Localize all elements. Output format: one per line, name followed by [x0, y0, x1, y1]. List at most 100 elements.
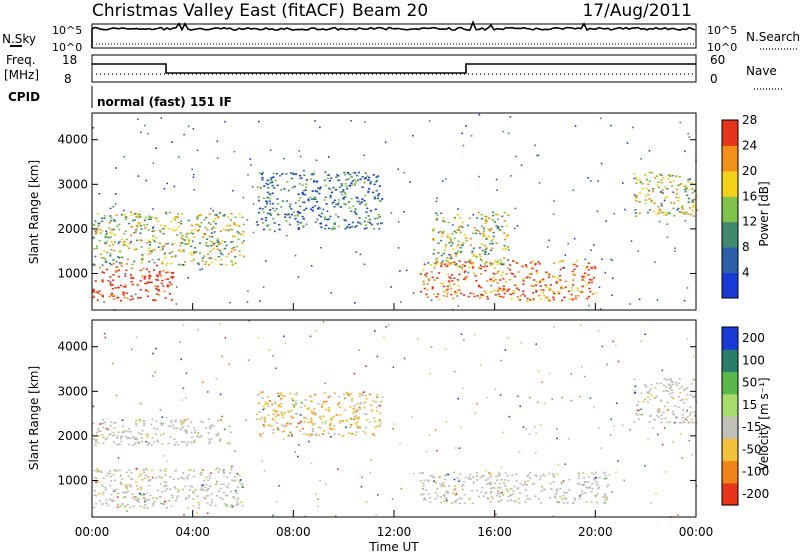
- power-speckle: [272, 218, 275, 220]
- power-cell: [194, 228, 197, 231]
- power-cell: [510, 298, 513, 300]
- power-cell: [503, 257, 506, 259]
- x-tick-label: 20:00: [578, 525, 613, 539]
- power-cell: [499, 287, 502, 290]
- velocity-cell: [273, 419, 276, 422]
- power-cell: [426, 296, 429, 298]
- power-cell: [585, 267, 588, 269]
- velocity-cell: [463, 493, 466, 496]
- velocity-cell: [129, 486, 132, 488]
- velocity-cell: [159, 434, 162, 436]
- velocity-cell: [510, 487, 513, 490]
- power-cell: [180, 250, 183, 252]
- velocity-cell: [492, 486, 495, 489]
- velocity-cell: [423, 497, 426, 499]
- power-cell: [542, 289, 545, 291]
- velocity-cell: [291, 403, 295, 406]
- power-cell: [329, 194, 332, 197]
- velocity-heatmap: [92, 320, 698, 518]
- velocity-cell: [216, 419, 220, 422]
- velocity-cell: [357, 417, 360, 420]
- velocity-cell: [177, 478, 180, 480]
- velocity-cell: [693, 411, 696, 413]
- power-cell: [155, 278, 158, 281]
- power-cell: [161, 260, 164, 263]
- power-cell: [314, 198, 317, 200]
- power-cell: [208, 213, 211, 215]
- velocity-cell: [173, 486, 176, 488]
- power-cell: [204, 244, 208, 247]
- velocity-ylabel: Slant Range [km]: [27, 366, 41, 470]
- velocity-cell: [110, 499, 113, 501]
- power-speckle: [294, 254, 297, 257]
- velocity-cell: [680, 421, 683, 424]
- velocity-cell: [125, 436, 128, 438]
- velocity-cell: [513, 485, 516, 488]
- power-cell: [647, 193, 650, 196]
- velocity-cell: [579, 483, 582, 486]
- power-speckle: [599, 117, 602, 120]
- power-cell: [198, 225, 201, 228]
- power-cell: [580, 291, 583, 293]
- power-cell: [147, 281, 150, 283]
- velocity-cell: [167, 442, 170, 445]
- velocity-cell: [203, 486, 206, 489]
- nsky-label: N.Sky: [2, 32, 36, 46]
- power-cell: [535, 270, 538, 272]
- power-cell: [583, 272, 587, 275]
- velocity-cell: [155, 477, 158, 479]
- power-cell: [120, 214, 123, 216]
- velocity-speckle: [360, 485, 363, 488]
- power-speckle: [461, 132, 463, 135]
- velocity-cell: [164, 470, 167, 473]
- velocity-cell: [131, 436, 135, 438]
- velocity-cell: [137, 500, 140, 503]
- power-cell: [361, 186, 364, 188]
- velocity-cell: [359, 408, 362, 410]
- power-cell: [522, 290, 525, 292]
- velocity-speckle: [295, 403, 297, 405]
- velocity-cell: [173, 427, 176, 429]
- velocity-cell: [327, 407, 331, 409]
- velocity-speckle: [460, 497, 463, 500]
- power-cell: [472, 232, 475, 234]
- velocity-cell: [596, 493, 599, 495]
- velocity-cell: [528, 498, 531, 500]
- power-speckle: [187, 277, 190, 279]
- power-cell: [309, 196, 312, 199]
- power-cell: [503, 220, 506, 222]
- velocity-cell: [490, 495, 493, 498]
- power-cell: [376, 217, 379, 219]
- velocity-cell: [169, 488, 172, 491]
- power-cell: [367, 191, 370, 194]
- velocity-cell: [693, 379, 696, 381]
- power-cell: [182, 249, 185, 251]
- power-cell: [211, 248, 214, 251]
- power-cell: [180, 263, 184, 266]
- power-cell: [161, 262, 164, 265]
- velocity-cell: [499, 473, 502, 476]
- power-speckle: [497, 218, 499, 221]
- power-cell: [534, 284, 538, 286]
- power-cell: [473, 227, 476, 229]
- velocity-cell: [497, 500, 500, 503]
- power-speckle: [445, 178, 447, 180]
- power-cell: [159, 231, 162, 233]
- power-speckle: [624, 208, 626, 211]
- velocity-cell: [317, 403, 320, 405]
- power-cell: [468, 217, 471, 219]
- velocity-cell: [190, 436, 194, 438]
- velocity-cell: [443, 478, 446, 481]
- velocity-cell: [563, 497, 566, 499]
- power-cell: [538, 281, 542, 283]
- velocity-cell: [313, 411, 316, 413]
- velocity-speckle: [223, 475, 225, 477]
- velocity-cell: [164, 500, 167, 503]
- power-cell: [344, 193, 347, 195]
- power-cell: [224, 241, 227, 243]
- velocity-cell: [263, 419, 266, 422]
- power-speckle: [435, 200, 438, 203]
- velocity-cell: [584, 481, 587, 484]
- velocity-cell: [363, 406, 366, 409]
